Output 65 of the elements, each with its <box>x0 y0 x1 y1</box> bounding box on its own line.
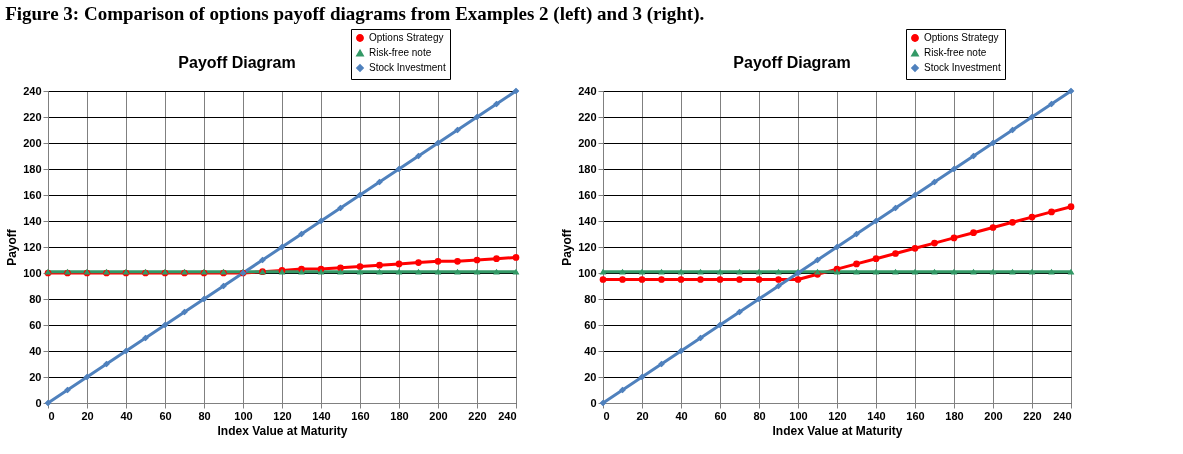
x-tick-label: 0 <box>603 409 610 422</box>
y-tick-label: 120 <box>578 240 597 253</box>
x-tick-label: 240 <box>498 409 517 422</box>
y-tick-label: 240 <box>578 84 597 97</box>
legend-label: Risk-free note <box>924 47 987 58</box>
y-tick-label: 160 <box>578 188 597 201</box>
x-axis-title: Index Value at Maturity <box>772 423 903 438</box>
x-tick-label: 80 <box>753 409 766 422</box>
y-tick-label: 160 <box>23 188 42 201</box>
x-tick-label: 220 <box>1023 409 1042 422</box>
y-tick-label: 140 <box>578 214 597 227</box>
legend-label: Stock Investment <box>369 62 446 73</box>
y-tick-label: 40 <box>584 344 597 357</box>
y-tick-label: 20 <box>29 370 42 383</box>
y-tick-label: 20 <box>584 370 597 383</box>
y-tick-label: 80 <box>29 292 42 305</box>
x-tick-label: 60 <box>159 409 172 422</box>
x-tick-label: 160 <box>906 409 925 422</box>
y-tick-label: 200 <box>578 136 597 149</box>
caption: Figure 3: Comparison of options payoff diagrams from Examples 2 (left) and 3 (right). <box>5 3 705 25</box>
x-tick-label: 40 <box>120 409 133 422</box>
x-tick-label: 100 <box>789 409 808 422</box>
x-tick-label: 140 <box>312 409 331 422</box>
y-tick-label: 0 <box>35 396 42 409</box>
y-tick-label: 100 <box>23 266 42 279</box>
chart-title: Payoff Diagram <box>178 54 296 71</box>
y-tick-label: 60 <box>584 318 597 331</box>
x-tick-label: 200 <box>984 409 1003 422</box>
y-tick-label: 220 <box>23 110 42 123</box>
x-tick-label: 120 <box>273 409 292 422</box>
x-tick-label: 60 <box>714 409 727 422</box>
x-tick-label: 120 <box>828 409 847 422</box>
y-tick-label: 220 <box>578 110 597 123</box>
x-tick-label: 180 <box>945 409 964 422</box>
x-tick-label: 20 <box>81 409 94 422</box>
y-axis-title: Payoff <box>5 228 20 266</box>
x-tick-label: 180 <box>390 409 409 422</box>
x-tick-label: 160 <box>351 409 370 422</box>
y-tick-label: 100 <box>578 266 597 279</box>
x-tick-label: 100 <box>234 409 253 422</box>
x-tick-label: 40 <box>675 409 688 422</box>
legend-label: Risk-free note <box>369 47 432 58</box>
x-tick-label: 200 <box>429 409 448 422</box>
y-tick-label: 140 <box>23 214 42 227</box>
x-tick-label: 140 <box>867 409 886 422</box>
x-tick-label: 240 <box>1053 409 1072 422</box>
legend-label: Options Strategy <box>924 32 999 43</box>
x-tick-label: 80 <box>198 409 211 422</box>
y-tick-label: 240 <box>23 84 42 97</box>
y-tick-label: 180 <box>23 162 42 175</box>
x-tick-label: 0 <box>48 409 55 422</box>
y-tick-label: 200 <box>23 136 42 149</box>
chart-title: Payoff Diagram <box>733 54 851 71</box>
x-tick-label: 220 <box>468 409 487 422</box>
y-tick-label: 180 <box>578 162 597 175</box>
y-tick-label: 40 <box>29 344 42 357</box>
y-axis-title: Payoff <box>560 228 575 266</box>
legend-label: Stock Investment <box>924 62 1001 73</box>
legend-label: Options Strategy <box>369 32 444 43</box>
x-axis-title: Index Value at Maturity <box>217 423 348 438</box>
y-tick-label: 80 <box>584 292 597 305</box>
x-tick-label: 20 <box>636 409 649 422</box>
y-tick-label: 60 <box>29 318 42 331</box>
y-tick-label: 0 <box>590 396 597 409</box>
y-tick-label: 120 <box>23 240 42 253</box>
